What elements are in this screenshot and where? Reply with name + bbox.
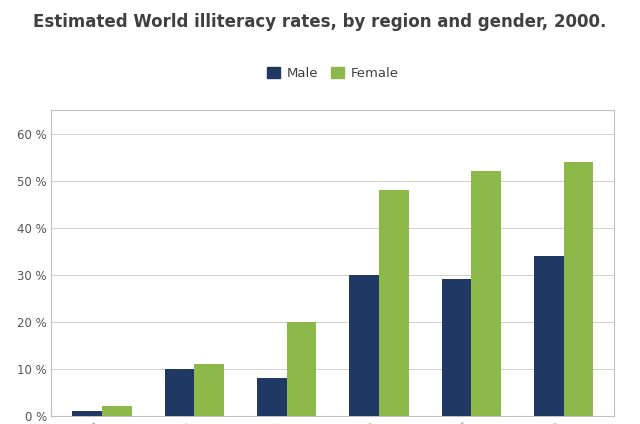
Bar xyxy=(164,368,195,416)
Bar xyxy=(349,275,379,416)
Bar xyxy=(195,364,224,416)
Bar xyxy=(379,190,408,416)
Bar xyxy=(102,406,132,416)
Bar xyxy=(471,171,501,416)
Bar xyxy=(72,411,102,416)
Bar xyxy=(287,321,316,416)
Bar xyxy=(564,162,593,416)
Legend: Male, Female: Male, Female xyxy=(261,62,404,86)
Bar xyxy=(442,279,471,416)
Bar xyxy=(534,256,564,416)
Text: Estimated World illiteracy rates, by region and gender, 2000.: Estimated World illiteracy rates, by reg… xyxy=(33,13,607,31)
Bar xyxy=(257,378,287,416)
